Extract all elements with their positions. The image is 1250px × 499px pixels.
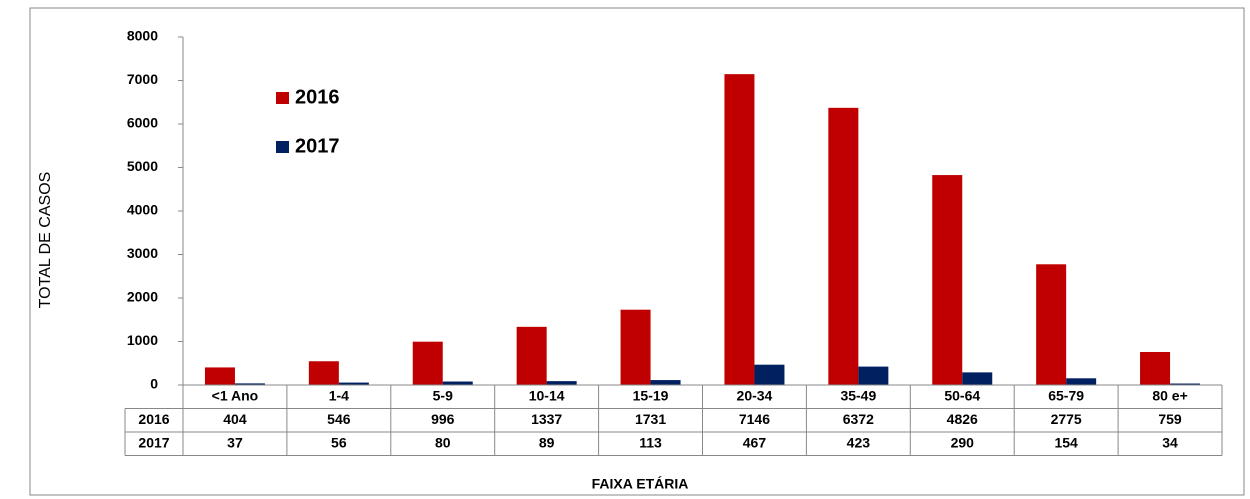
table-value: 56 [331,434,347,450]
table-value: 4826 [947,411,978,427]
table-value: 1337 [531,411,562,427]
table-value: 423 [847,434,871,450]
table-value: 34 [1162,434,1178,450]
y-tick-label: 5000 [127,158,158,174]
x-tick-label: 10-14 [529,387,565,403]
x-axis-title: FAIXA ETÁRIA [592,476,689,492]
bar [234,383,265,385]
bar [620,309,651,385]
bar [724,74,755,386]
table-value: 2775 [1051,411,1082,427]
table-value: 154 [1054,434,1078,450]
y-tick-label: 2000 [127,289,158,305]
table-value: 80 [435,434,451,450]
table-value: 6372 [843,411,874,427]
bar [308,361,339,385]
chart-border [29,7,1245,496]
y-tick-label: 3000 [127,245,158,261]
x-tick-label: 35-49 [840,387,876,403]
bar [962,372,993,385]
table-value: 113 [639,434,662,450]
table-value: 7146 [739,411,770,427]
bar [1140,351,1171,385]
x-tick-label: 50-64 [944,387,980,403]
table-value: 404 [223,411,247,427]
x-tick-label: 1-4 [329,387,349,403]
legend-label: 2017 [295,135,340,157]
bar [932,175,963,385]
bar [516,326,547,385]
table-value: 759 [1158,411,1182,427]
x-tick-label: <1 Ano [212,387,259,403]
y-tick-label: 8000 [127,28,158,44]
table-value: 467 [743,434,767,450]
bar [1036,264,1067,385]
bar [546,381,577,385]
x-tick-label: 80 e+ [1152,387,1187,403]
bar [204,367,235,385]
table-value: 546 [327,411,351,427]
bar [858,366,889,385]
bar [1066,378,1097,385]
x-tick-label: 5-9 [433,387,453,403]
table-value: 290 [951,434,975,450]
bar [650,380,681,385]
table-value: 89 [539,434,555,450]
legend-label: 2016 [295,86,340,108]
table-value: 37 [227,434,243,450]
table-row-label: 2017 [138,434,169,450]
bar [442,381,473,385]
bar [828,107,859,386]
table-row-label: 2016 [138,411,169,427]
bar [754,364,785,385]
bar [338,382,369,385]
table-value: 1731 [635,411,666,427]
x-tick-label: 65-79 [1048,387,1084,403]
y-tick-label: 4000 [127,202,158,218]
x-tick-label: 20-34 [737,387,773,403]
bar [1170,383,1201,385]
y-tick-label: 6000 [127,115,158,131]
y-tick-label: 1000 [127,332,158,348]
y-axis-title: TOTAL DE CASOS [37,172,54,309]
legend-swatch [276,141,289,153]
y-tick-label: 7000 [127,71,158,87]
legend-swatch [276,92,289,104]
x-tick-label: 15-19 [633,387,669,403]
y-tick-label: 0 [150,376,158,392]
bar [412,341,443,385]
table-value: 996 [431,411,455,427]
